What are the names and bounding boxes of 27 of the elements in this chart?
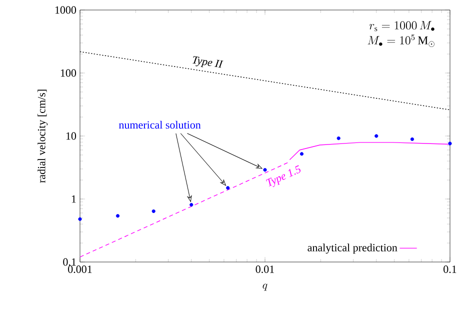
point [152,209,156,214]
y-axis-title: radial velocity [cm/s] [38,90,48,183]
point [448,142,452,146]
y-tick-label: 100 [60,69,76,77]
y-tick-label: 0.1 [63,258,76,266]
y-tick-label: 10 [66,132,76,140]
point [300,152,304,156]
x-tick-label: 0.01 [256,266,274,274]
point [374,134,378,138]
point [336,136,340,140]
point [410,137,414,141]
point [226,186,230,190]
point [190,202,194,207]
x-axis-title: $q$ [262,284,268,291]
y-tick-label: 1000 [55,6,76,14]
text: numerical solution [118,120,201,129]
point [78,217,82,221]
x-tick-label: 0.1 [444,266,456,274]
point [116,214,120,218]
y-tick-label: 1 [72,195,76,203]
annotation: $M_\bullet = 10^5\,\mathrm{M}_\odot$ [368,34,434,47]
legend-label: analytical prediction [308,244,398,254]
text: Type 1.5 [266,165,301,188]
x-tick-label: 0.001 [68,266,92,274]
annotation: $r_{\mathrm{s}} = 1000\,M_\bullet$ [369,21,434,32]
text: Type II [192,56,224,68]
point [263,168,267,172]
